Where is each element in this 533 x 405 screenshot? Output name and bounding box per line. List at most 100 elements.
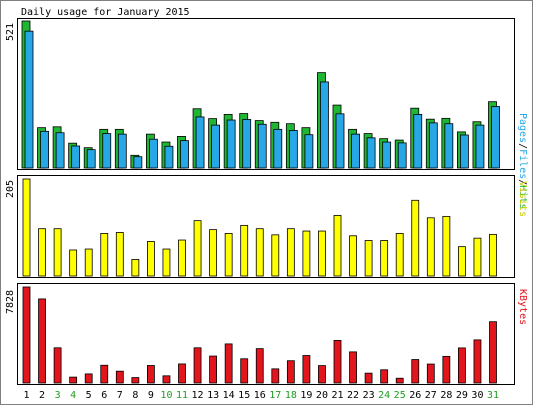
- kbytes-bar: [146, 365, 155, 384]
- visits-bar: [193, 220, 202, 277]
- visits-bar: [318, 230, 326, 277]
- day-label: 30: [471, 390, 483, 401]
- kbytes-bar: [53, 347, 62, 384]
- files-bar: [459, 134, 469, 169]
- kbytes-panel-frame: [17, 283, 515, 385]
- day-label: 29: [456, 390, 468, 401]
- visits-bar: [131, 259, 140, 277]
- kbytes-bar: [131, 377, 140, 384]
- day-label: 6: [101, 390, 107, 401]
- kbytes-bar: [193, 347, 202, 384]
- day-label: 11: [176, 390, 188, 401]
- visits-panel-frame: [17, 175, 515, 278]
- files-bar: [117, 133, 127, 169]
- day-label: 20: [316, 390, 328, 401]
- day-label: 23: [363, 390, 375, 401]
- visits-bar: [38, 228, 46, 277]
- files-bar: [71, 145, 81, 169]
- kbytes-bar: [349, 351, 357, 384]
- kbytes-bar: [38, 298, 46, 384]
- legend-kbytes: KBytes: [517, 289, 528, 325]
- files-bar: [351, 133, 360, 169]
- day-label: 7: [117, 390, 123, 401]
- visits-bar: [426, 217, 435, 277]
- kbytes-bar: [426, 363, 435, 384]
- kbytes-bar: [240, 358, 249, 384]
- day-label: 27: [425, 390, 437, 401]
- visits-bar: [349, 235, 357, 277]
- legend-separator-2: /: [517, 179, 528, 185]
- kbytes-bar: [162, 375, 171, 384]
- legend-files: Files: [517, 149, 528, 179]
- kbytes-bar: [22, 286, 31, 384]
- files-bar: [40, 130, 49, 169]
- hits-panel-frame: [17, 18, 515, 170]
- day-label: 3: [55, 390, 61, 401]
- files-bar: [133, 156, 143, 169]
- day-label: 8: [132, 390, 138, 401]
- files-bar: [226, 119, 236, 169]
- files-bar: [273, 128, 283, 169]
- files-bar: [242, 119, 252, 169]
- day-label: 26: [409, 390, 421, 401]
- visits-bar: [240, 224, 249, 277]
- files-bar: [164, 145, 174, 169]
- kbytes-bar: [271, 368, 280, 384]
- visits-bar: [286, 228, 295, 277]
- kbytes-bar: [364, 372, 373, 384]
- legend-separator-1: /: [517, 143, 528, 149]
- files-bar: [320, 81, 329, 169]
- day-label: 2: [39, 390, 45, 401]
- kbytes-bar: [84, 373, 93, 384]
- kbytes-bar: [224, 343, 233, 384]
- visits-bar: [271, 234, 280, 277]
- legend-visits: Visits: [517, 181, 528, 217]
- visits-bar: [53, 228, 62, 277]
- hits-panel-legend: Pages/Files/Hits: [517, 113, 528, 209]
- hits-files-bars: [21, 20, 500, 169]
- day-label: 19: [300, 390, 312, 401]
- kbytes-bar: [442, 355, 451, 384]
- visits-bar: [395, 233, 404, 277]
- files-bar: [335, 113, 345, 169]
- visits-bar: [84, 248, 93, 277]
- day-label: 15: [238, 390, 250, 401]
- visits-bar: [255, 228, 264, 277]
- kbytes-bar: [255, 348, 264, 384]
- kbytes-ymax-label: 7828: [5, 290, 16, 314]
- visits-bar: [224, 233, 233, 277]
- files-bar: [444, 123, 454, 169]
- files-bar: [211, 124, 221, 169]
- kbytes-bar: [115, 370, 124, 384]
- legend-pages: Pages: [517, 113, 528, 143]
- files-bar: [148, 138, 158, 169]
- day-label: 18: [285, 390, 297, 401]
- files-bar: [475, 124, 485, 169]
- files-bar: [24, 30, 34, 169]
- files-bar: [288, 130, 298, 169]
- day-label: 12: [192, 390, 204, 401]
- files-bar: [55, 132, 65, 169]
- files-bar: [180, 140, 189, 169]
- day-label: 24: [378, 390, 390, 401]
- visits-bar: [302, 230, 311, 277]
- visits-bar: [442, 215, 451, 277]
- hits-ymax-label: 521: [5, 23, 16, 41]
- kbytes-bar: [100, 364, 109, 384]
- files-bar: [382, 141, 392, 169]
- files-bar: [257, 123, 267, 169]
- day-label: 31: [487, 390, 499, 401]
- kbytes-bar: [380, 369, 389, 384]
- visits-ymax-label: 205: [5, 180, 16, 198]
- visits-bar: [162, 248, 171, 277]
- visits-bar: [115, 232, 124, 277]
- visits-bar: [457, 246, 466, 277]
- day-axis-labels: 1 2 3 4 5 6 7 8 9 10 11 12 13 14 15 16 17 18 19 20 21 22 23 24 2…: [23, 390, 499, 401]
- files-bar: [102, 133, 112, 169]
- kbytes-bar: [286, 360, 295, 384]
- day-label: 16: [254, 390, 266, 401]
- kbytes-bar: [457, 347, 466, 384]
- visits-bar: [333, 215, 342, 277]
